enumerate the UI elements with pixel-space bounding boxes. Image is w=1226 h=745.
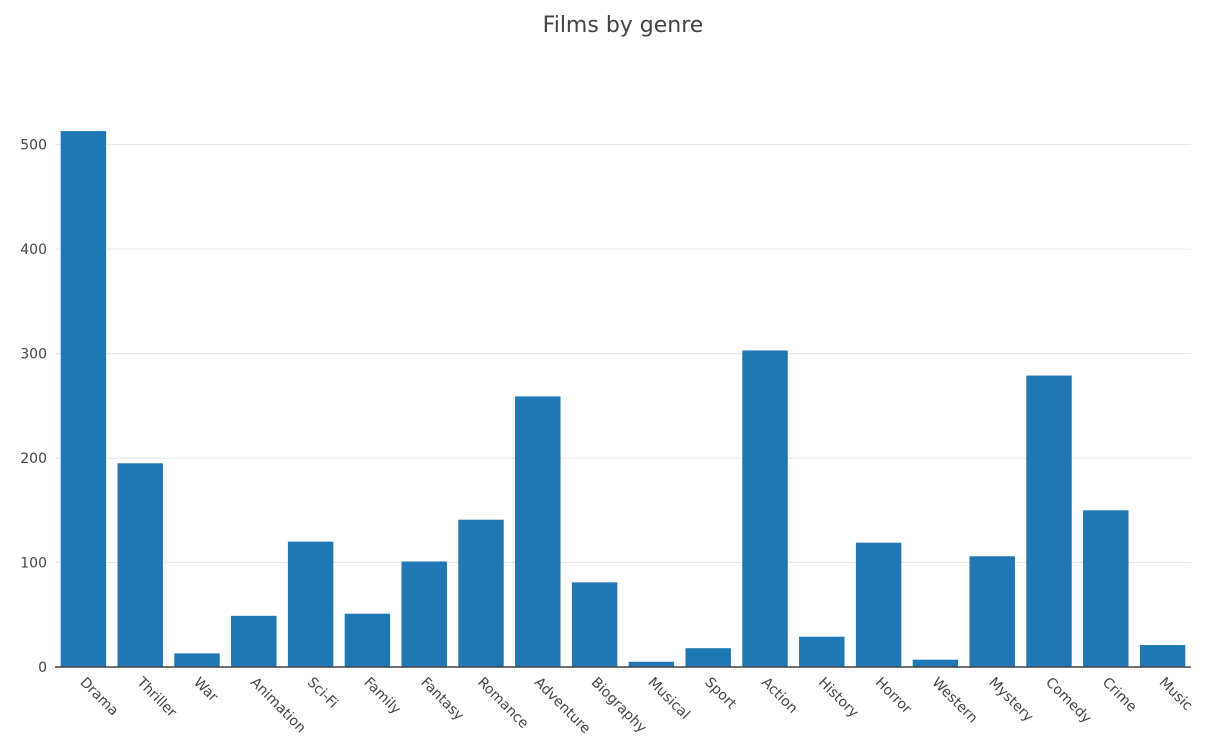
bar-thriller <box>117 463 163 667</box>
x-tick-label: Thriller <box>133 674 180 721</box>
bar-horror <box>855 542 902 667</box>
x-tick-label: Romance <box>474 675 531 732</box>
x-tick-label: Mystery <box>985 675 1036 726</box>
bar-crime <box>1083 510 1129 667</box>
x-tick-label: Sci-Fi <box>304 675 341 712</box>
x-tick-label: Fantasy <box>417 675 466 724</box>
x-tick-label: War <box>190 675 221 706</box>
y-tick-label: 100 <box>20 556 47 572</box>
x-tick-label: Horror <box>872 675 915 718</box>
bar-biography <box>571 582 618 667</box>
chart-title: Films by genre <box>543 13 704 38</box>
x-tick-label: Western <box>929 675 981 727</box>
y-axis-ticks: 0 100 200 300 400 500 <box>20 138 47 676</box>
x-tick-label: Drama <box>77 675 122 720</box>
bar-sport <box>685 648 731 667</box>
bar-musical <box>628 661 675 667</box>
x-tick-label: Family <box>361 675 404 718</box>
x-tick-label: Action <box>758 675 800 717</box>
bar-fantasy <box>401 561 447 667</box>
y-tick-label: 200 <box>20 451 47 467</box>
gridlines <box>55 144 1191 564</box>
bar-family <box>344 613 391 667</box>
bar-romance <box>458 519 504 667</box>
bar-history <box>799 636 845 667</box>
y-tick-label: 500 <box>20 138 47 154</box>
bar-comedy <box>1026 375 1072 667</box>
x-tick-label: Biography <box>588 675 650 737</box>
y-tick-label: 300 <box>20 347 47 363</box>
y-tick-label: 0 <box>38 660 47 676</box>
x-tick-label: Comedy <box>1042 675 1094 727</box>
bars <box>60 131 1186 668</box>
bar-drama <box>60 131 107 668</box>
x-tick-label: Music <box>1156 675 1195 714</box>
bar-adventure <box>515 396 561 667</box>
x-tick-label: Crime <box>1099 675 1140 716</box>
bar-animation <box>231 615 277 667</box>
x-tick-label: Musical <box>645 675 693 723</box>
x-tick-label: Animation <box>247 675 309 737</box>
bar-mystery <box>969 556 1015 667</box>
bar-western <box>912 659 959 667</box>
bar-action <box>742 350 788 667</box>
x-tick-label: Sport <box>701 675 739 713</box>
x-tick-label: History <box>815 675 862 722</box>
bar-sci-fi <box>287 541 334 667</box>
bar-music <box>1139 645 1186 667</box>
y-tick-label: 400 <box>20 242 47 258</box>
bar-war <box>174 653 220 667</box>
x-tick-label: Adventure <box>531 675 594 738</box>
